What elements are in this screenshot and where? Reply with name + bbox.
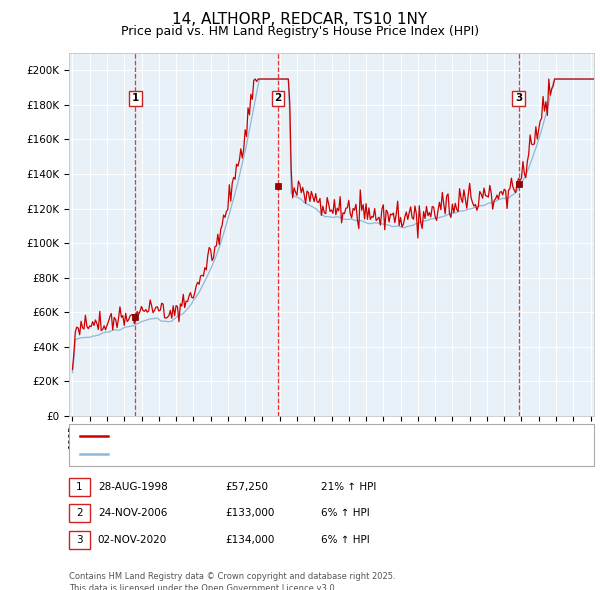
Text: 1: 1 <box>132 93 139 103</box>
Text: Contains HM Land Registry data © Crown copyright and database right 2025.
This d: Contains HM Land Registry data © Crown c… <box>69 572 395 590</box>
Text: 02-NOV-2020: 02-NOV-2020 <box>98 535 167 545</box>
Text: 1: 1 <box>76 482 83 491</box>
Text: HPI: Average price, semi-detached house, Redcar and Cleveland: HPI: Average price, semi-detached house,… <box>114 449 435 459</box>
Text: 14, ALTHORP, REDCAR, TS10 1NY: 14, ALTHORP, REDCAR, TS10 1NY <box>172 12 428 27</box>
Text: 14, ALTHORP, REDCAR, TS10 1NY (semi-detached house): 14, ALTHORP, REDCAR, TS10 1NY (semi-deta… <box>114 431 398 441</box>
Text: 6% ↑ HPI: 6% ↑ HPI <box>321 535 370 545</box>
Text: 21% ↑ HPI: 21% ↑ HPI <box>321 482 376 491</box>
Text: 24-NOV-2006: 24-NOV-2006 <box>98 509 167 518</box>
Text: 2: 2 <box>76 509 83 518</box>
Text: 6% ↑ HPI: 6% ↑ HPI <box>321 509 370 518</box>
Text: 3: 3 <box>76 535 83 545</box>
Text: Price paid vs. HM Land Registry's House Price Index (HPI): Price paid vs. HM Land Registry's House … <box>121 25 479 38</box>
Text: 28-AUG-1998: 28-AUG-1998 <box>98 482 167 491</box>
Text: £133,000: £133,000 <box>225 509 274 518</box>
Text: £134,000: £134,000 <box>225 535 274 545</box>
Text: 3: 3 <box>515 93 523 103</box>
Text: 2: 2 <box>274 93 281 103</box>
Text: £57,250: £57,250 <box>225 482 268 491</box>
